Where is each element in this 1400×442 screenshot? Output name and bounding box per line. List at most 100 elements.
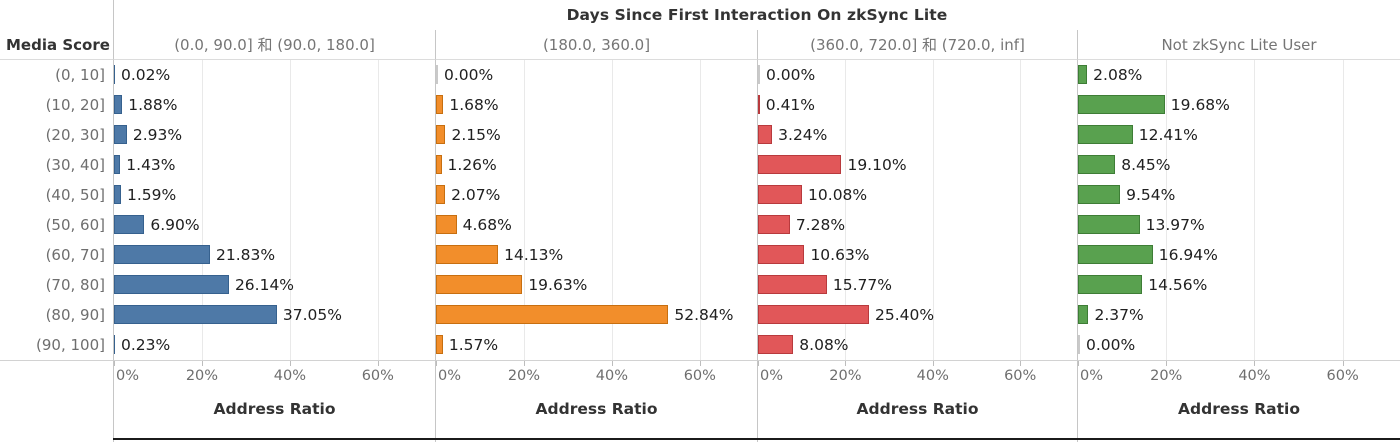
bar-panel: 0.00% 0.41% 3.24% 19.10% 10.08% 7.28% 10.63% 15… xyxy=(757,60,1077,360)
bar-value-label: 21.83% xyxy=(215,246,276,264)
x-axis-title: Address Ratio xyxy=(757,390,1077,428)
x-tick xyxy=(114,361,115,366)
plot-row: 6.90% xyxy=(114,210,435,240)
plot-row: 52.84% xyxy=(436,300,757,330)
gridline xyxy=(1254,60,1256,360)
bar-value-label: 2.08% xyxy=(1093,66,1143,84)
bar-value-label: 1.57% xyxy=(448,336,499,354)
bar-value-label: 26.14% xyxy=(234,276,295,294)
bar xyxy=(758,215,790,234)
x-axis: 0% 20% 40% 60% xyxy=(1077,360,1400,390)
x-tick-label: 40% xyxy=(916,368,949,384)
column-header: (360.0, 720.0] 和 (720.0, inf] xyxy=(757,30,1077,60)
plot-row: 2.15% xyxy=(436,120,757,150)
gridline xyxy=(699,60,701,360)
bar-value-label: 15.77% xyxy=(832,276,893,294)
row-label: (30, 40] xyxy=(45,156,105,174)
plot-row: 1.26% xyxy=(436,150,757,180)
plot-row: 1.43% xyxy=(114,150,435,180)
x-tick xyxy=(611,361,613,366)
bar-value-label: 13.97% xyxy=(1145,216,1205,234)
x-tick xyxy=(845,361,847,366)
row-label: (90, 100] xyxy=(36,336,105,354)
plot-row: 2.07% xyxy=(436,180,757,210)
bar-value-label: 1.68% xyxy=(449,96,499,114)
plot-row: 15.77% xyxy=(758,270,1077,300)
bar-value-label: 6.90% xyxy=(150,216,200,234)
x-tick xyxy=(377,361,379,366)
bar xyxy=(1078,155,1116,174)
plot-row: 1.59% xyxy=(114,180,435,210)
x-axis: 0% 20% 40% 60% xyxy=(113,360,435,390)
bar-panel: 0.02% 1.88% 2.93% 1.43% 1.59% 6.90% 21.83% 26.1… xyxy=(113,60,435,360)
bar-value-label: 25.40% xyxy=(874,306,935,324)
plot-row: 14.13% xyxy=(436,240,757,270)
x-tick-label: 60% xyxy=(361,368,394,384)
plot-row: 4.68% xyxy=(436,210,757,240)
panel-separator xyxy=(1077,428,1400,442)
x-tick-label: 20% xyxy=(185,368,219,384)
x-axis: 0% 20% 40% 60% xyxy=(435,360,757,390)
plot-row: 1.88% xyxy=(114,90,435,120)
plot-row: 2.93% xyxy=(114,120,435,150)
bar xyxy=(436,215,457,234)
row-label: (80, 90] xyxy=(45,306,105,324)
gridline xyxy=(1166,60,1168,360)
bar xyxy=(1078,245,1153,264)
plot-row: 0.00% xyxy=(758,60,1077,90)
row-label: (70, 80] xyxy=(45,276,105,294)
bar-value-label: 0.23% xyxy=(121,336,171,354)
bar xyxy=(114,215,145,234)
x-axis: 0% 20% 40% 60% xyxy=(757,360,1077,390)
bar xyxy=(114,185,121,204)
x-tick-label: 0% xyxy=(438,368,462,384)
bar xyxy=(1078,95,1165,114)
x-tick xyxy=(699,361,701,366)
bottom-rule xyxy=(113,438,1400,440)
bar-value-label: 1.26% xyxy=(447,156,497,174)
plot-row: 10.08% xyxy=(758,180,1077,210)
bar xyxy=(436,185,446,204)
x-tick xyxy=(932,361,934,366)
plot-row: 1.57% xyxy=(436,330,757,360)
x-tick-label: 20% xyxy=(1150,368,1183,384)
bar-value-label: 14.13% xyxy=(504,246,564,264)
column-headers-row: (0.0, 90.0] 和 (90.0, 180.0] (180.0, 360.0… xyxy=(113,30,1400,60)
panels-area: 0.02% 1.88% 2.93% 1.43% 1.59% 6.90% 21.83% 26.1… xyxy=(113,60,1400,360)
bar-value-label: 1.59% xyxy=(126,186,177,204)
bar-value-label: 8.45% xyxy=(1121,156,1171,174)
row-label: (20, 30] xyxy=(45,126,105,144)
x-tick-label: 0% xyxy=(1080,368,1104,384)
bar xyxy=(114,155,121,174)
panel-separator xyxy=(435,428,757,442)
bar-value-label: 2.37% xyxy=(1094,306,1144,324)
x-tick xyxy=(1254,361,1256,366)
plot-row: 7.28% xyxy=(758,210,1077,240)
plot-row: 8.45% xyxy=(1078,150,1400,180)
bar xyxy=(436,275,523,294)
bar xyxy=(114,95,123,114)
bar xyxy=(114,335,115,354)
bar-value-label: 8.08% xyxy=(799,336,849,354)
footer-separators xyxy=(113,428,1400,442)
x-tick xyxy=(1078,361,1079,366)
gridline xyxy=(1020,60,1022,360)
x-axis-title: Address Ratio xyxy=(435,390,757,428)
plot-row: 0.00% xyxy=(436,60,757,90)
row-label: (60, 70] xyxy=(45,246,105,264)
bar xyxy=(758,245,805,264)
plot-row: 14.56% xyxy=(1078,270,1400,300)
bar xyxy=(758,155,842,174)
bar-value-label: 4.68% xyxy=(462,216,512,234)
bar-value-label: 0.00% xyxy=(444,66,494,84)
bar-value-label: 2.15% xyxy=(451,126,501,144)
x-tick-label: 60% xyxy=(1326,368,1359,384)
x-tick xyxy=(758,361,759,366)
plot-row: 16.94% xyxy=(1078,240,1400,270)
bar xyxy=(1078,335,1080,354)
x-tick-label: 40% xyxy=(1238,368,1271,384)
bar xyxy=(1078,275,1143,294)
plot-row: 13.97% xyxy=(1078,210,1400,240)
bar xyxy=(436,305,669,324)
